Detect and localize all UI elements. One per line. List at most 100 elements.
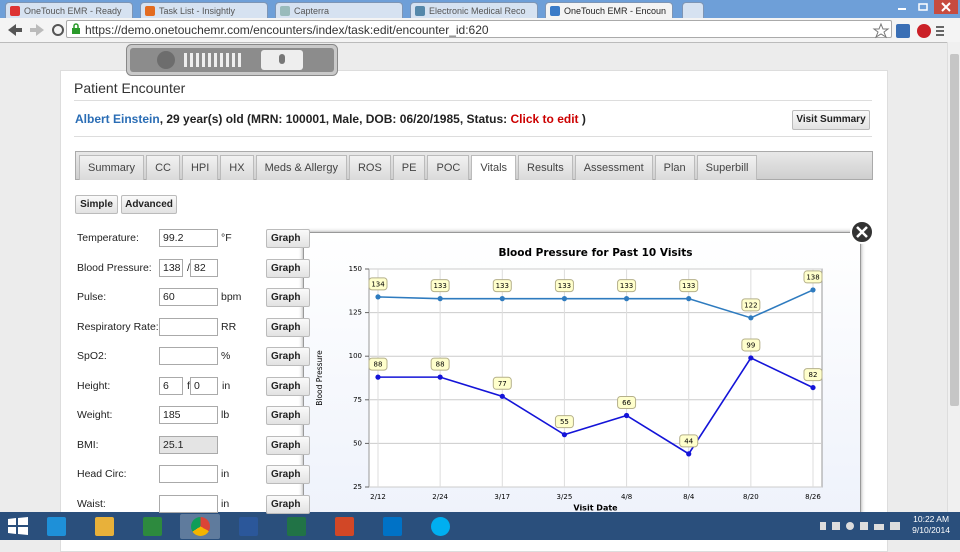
data-point <box>561 432 568 438</box>
series-line <box>378 356 814 455</box>
data-point <box>437 296 443 302</box>
vital-label: Blood Pressure: <box>77 261 152 274</box>
graph-button[interactable]: Graph <box>266 406 310 425</box>
x-tick-label: 2/12 <box>370 493 386 501</box>
graph-button[interactable]: Graph <box>266 317 310 337</box>
encounter-tab[interactable]: Summary <box>79 155 145 180</box>
vital-input[interactable]: 0 <box>190 376 218 395</box>
favicon <box>10 6 20 16</box>
mode-button[interactable]: Advanced <box>121 195 177 214</box>
y-tick-label: 25 <box>353 483 362 491</box>
encounter-tab[interactable]: PE <box>392 155 426 180</box>
browser-tab[interactable]: Task List - Insightly <box>140 2 268 18</box>
vital-input[interactable] <box>159 465 218 483</box>
value-label: 134 <box>371 280 385 288</box>
encounter-tab[interactable]: CC <box>146 155 180 180</box>
visit-summary-button[interactable]: Visit Summary <box>792 110 870 130</box>
new-tab[interactable] <box>682 2 704 18</box>
encounter-tab[interactable]: ROS <box>348 155 391 180</box>
value-label: 133 <box>433 282 446 290</box>
encounter-tab[interactable]: Meds & Allergy <box>255 155 347 180</box>
taskbar-app[interactable] <box>36 514 76 539</box>
graph-button[interactable]: Graph <box>266 229 310 248</box>
toolbar-icons <box>872 22 944 39</box>
vital-input[interactable] <box>159 317 218 336</box>
vital-unit: % <box>221 350 231 362</box>
vital-input[interactable] <box>159 494 218 513</box>
graph-button[interactable]: Graph <box>266 347 310 366</box>
taskbar-app[interactable] <box>180 514 220 539</box>
vital-input[interactable]: 99.2 <box>159 229 218 247</box>
pinterest-icon[interactable] <box>917 24 931 38</box>
encounter-tab[interactable]: POC <box>427 155 470 180</box>
reload-button[interactable] <box>52 24 64 36</box>
taskbar-app[interactable] <box>372 514 412 539</box>
app-icon <box>95 517 114 536</box>
encounter-tab[interactable]: Superbill <box>696 155 758 180</box>
vital-input[interactable]: 82 <box>190 258 218 277</box>
taskbar-app[interactable] <box>84 514 124 539</box>
graph-button[interactable]: Graph <box>266 494 310 514</box>
value-label: 99 <box>746 341 755 349</box>
menu-icon[interactable] <box>936 26 944 36</box>
url-field[interactable]: https://demo.onetouchemr.com/encounters/… <box>66 20 892 38</box>
vital-input[interactable]: 60 <box>159 288 218 306</box>
vital-input[interactable]: 6 <box>159 376 183 395</box>
taskbar-app[interactable] <box>420 514 460 539</box>
chart-popup: Blood Pressure for Past 10 Visits 25 50 75 1… <box>303 232 861 524</box>
date: 9/10/2014 <box>912 525 950 535</box>
vital-label: BMI: <box>77 438 99 451</box>
encounter-tab[interactable]: Vitals <box>471 155 517 180</box>
forward-button[interactable] <box>30 24 44 36</box>
taskbar-app[interactable] <box>132 514 172 539</box>
mode-button[interactable]: Simple <box>75 195 118 214</box>
vital-input[interactable]: 185 <box>159 406 218 424</box>
app-icon <box>383 517 402 536</box>
chart: Blood Pressure for Past 10 Visits 25 50 75 1… <box>315 247 823 513</box>
scrollbar[interactable] <box>947 42 960 512</box>
encounter-tab[interactable]: HX <box>220 155 254 180</box>
graph-button[interactable]: Graph <box>266 435 310 455</box>
status-link[interactable]: Click to edit <box>510 112 579 126</box>
browser-tab[interactable]: Electronic Medical Reco <box>410 2 538 18</box>
encounter-tab[interactable]: Assessment <box>574 155 653 180</box>
browser-tab[interactable]: OneTouch EMR - Ready <box>5 2 133 18</box>
value-label-box <box>430 279 450 293</box>
taskbar-app[interactable] <box>324 514 364 539</box>
page-title: Patient Encounter <box>74 80 186 96</box>
graph-button[interactable]: Graph <box>266 288 310 307</box>
vital-unit: RR <box>221 320 237 333</box>
app-icon <box>287 517 306 536</box>
maximize[interactable] <box>913 0 933 14</box>
vital-label: Waist: <box>77 497 106 510</box>
taskbar-app[interactable] <box>228 514 268 539</box>
graph-button[interactable]: Graph <box>266 376 310 396</box>
vital-input: 25.1 <box>159 435 218 454</box>
value-label-box <box>492 376 512 390</box>
bookmark-star[interactable] <box>872 22 890 39</box>
value-label: 133 <box>620 282 633 290</box>
taskbar-app[interactable] <box>276 514 316 539</box>
extension-icon[interactable] <box>896 24 910 38</box>
tab-title: Electronic Medical Reco <box>429 6 526 16</box>
minimize[interactable] <box>892 0 912 14</box>
graph-button[interactable]: Graph <box>266 258 310 278</box>
encounter-tab[interactable]: HPI <box>181 155 219 180</box>
x-tick-label: 4/8 <box>621 493 632 501</box>
patient-name[interactable]: Albert Einstein <box>75 112 160 126</box>
start-button[interactable] <box>6 516 30 536</box>
data-point <box>437 374 443 380</box>
graph-button[interactable]: Graph <box>266 465 310 484</box>
vital-input[interactable]: 138 <box>159 258 183 277</box>
value-label-box <box>617 395 637 409</box>
vital-input[interactable] <box>159 347 218 365</box>
browser-tab[interactable]: OneTouch EMR - Encoun <box>545 2 673 18</box>
popup-close[interactable] <box>850 220 874 244</box>
back-button[interactable] <box>8 24 22 36</box>
x-axis-label: Visit Date <box>573 504 618 513</box>
value-label-box <box>803 270 823 284</box>
favicon <box>415 6 425 16</box>
browser-tab[interactable]: Capterra <box>275 2 403 18</box>
encounter-tab[interactable]: Plan <box>654 155 695 180</box>
encounter-tab[interactable]: Results <box>518 155 573 180</box>
